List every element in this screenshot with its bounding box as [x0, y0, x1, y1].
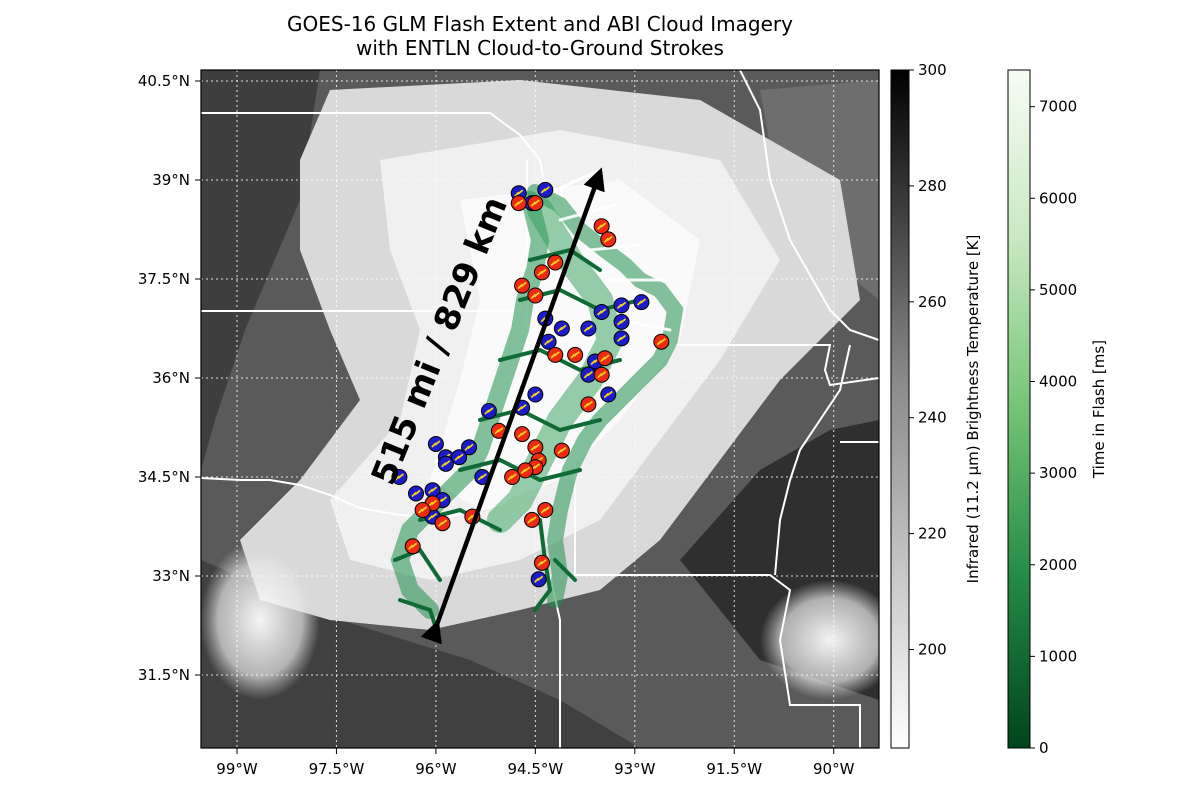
positive-stroke-marker	[404, 538, 421, 555]
negative-stroke-marker	[613, 330, 630, 347]
colorbar-tick-label: 3000	[1039, 464, 1077, 482]
colorbar-tick-label: 200	[918, 640, 947, 658]
colorbar-tick-label: 220	[918, 525, 947, 543]
lon-tick-label: 90°W	[813, 760, 855, 778]
positive-stroke-marker	[414, 502, 431, 518]
negative-stroke-marker	[613, 297, 630, 314]
positive-stroke-marker	[504, 469, 521, 485]
map-panel[interactable]: 515 mi / 829 km	[200, 70, 900, 748]
lon-tick-label: 99°W	[216, 760, 258, 778]
border-arkansas-louisiana	[574, 460, 861, 748]
map-frame	[200, 69, 880, 749]
negative-stroke-marker	[553, 320, 570, 337]
colorbar-tick-label: 240	[918, 409, 947, 427]
colorbar-tick-label: 280	[918, 177, 947, 195]
flash-colorbar	[1007, 69, 1031, 749]
colorbar-tick-label: 300	[918, 61, 947, 79]
positive-stroke-marker	[434, 515, 451, 532]
negative-stroke-marker	[580, 366, 597, 383]
figure-title: GOES-16 GLM Flash Extent and ABI Cloud I…	[200, 12, 880, 60]
colorbar-tick-label: 5000	[1039, 281, 1077, 299]
negative-stroke-marker	[613, 313, 630, 330]
negative-stroke-marker	[580, 320, 597, 337]
title-line-2: with ENTLN Cloud-to-Ground Strokes	[356, 36, 724, 60]
border-mississippi-river-north	[739, 70, 879, 341]
colorbar-tick-label: 6000	[1039, 189, 1077, 207]
positive-stroke-marker	[533, 554, 550, 571]
colorbar-tick-label: 260	[918, 293, 947, 311]
negative-stroke-marker	[600, 386, 617, 403]
negative-stroke-marker	[451, 449, 468, 466]
positive-stroke-marker	[553, 442, 570, 459]
positive-stroke-marker	[533, 264, 550, 281]
lat-tick-label: 36°N	[152, 369, 190, 387]
positive-stroke-marker	[600, 231, 617, 248]
positive-stroke-marker	[580, 396, 597, 413]
title-line-1: GOES-16 GLM Flash Extent and ABI Cloud I…	[287, 12, 793, 36]
negative-stroke-marker	[408, 485, 425, 502]
negative-stroke-marker	[537, 181, 554, 198]
ir-colorbar-ticks: 300 280 260 240 220 200	[909, 61, 947, 658]
ir-colorbar	[890, 69, 910, 749]
positive-stroke-marker	[567, 346, 584, 363]
positive-stroke-marker	[517, 462, 534, 479]
negative-stroke-marker	[530, 571, 547, 588]
positive-stroke-marker	[653, 333, 670, 350]
positive-stroke-marker	[514, 277, 531, 294]
positive-stroke-marker	[537, 502, 554, 518]
ir-colorbar-label: Infrared (11.2 µm) Brightness Temperatur…	[964, 235, 982, 584]
lat-tick-label: 31.5°N	[138, 666, 190, 684]
colorbar-tick-label: 0	[1039, 739, 1049, 757]
clear-sky-west	[201, 70, 320, 470]
lon-tick-label: 91.5°W	[706, 760, 762, 778]
cloud-southeast	[760, 580, 879, 700]
cloud-southwest	[201, 540, 320, 700]
border-missouri-arkansas	[670, 344, 879, 387]
positive-stroke-marker	[527, 287, 544, 304]
positive-stroke-marker	[527, 439, 544, 456]
lat-tick-label: 37.5°N	[138, 270, 190, 288]
positive-stroke-marker	[593, 218, 610, 235]
negative-stroke-marker	[427, 436, 444, 452]
positive-stroke-marker	[524, 511, 541, 528]
flash-colorbar-ticks: 7000 6000 5000 4000 3000 2000 1000 0	[1030, 98, 1077, 757]
latitude-axis: 40.5°N 39°N 37.5°N 36°N 34.5°N 33°N 31.5°N	[138, 72, 201, 684]
lon-tick-label: 93°W	[614, 760, 656, 778]
negative-stroke-marker	[480, 403, 497, 419]
negative-stroke-marker	[437, 455, 454, 472]
lon-tick-label: 96°W	[415, 760, 457, 778]
positive-stroke-marker	[547, 346, 564, 363]
positive-stroke-marker	[547, 254, 564, 271]
colorbar-tick-label: 7000	[1039, 98, 1077, 116]
colorbar-tick-label: 1000	[1039, 647, 1077, 665]
lat-tick-label: 34.5°N	[138, 468, 190, 486]
longitude-axis: 99°W 97.5°W 96°W 94.5°W 93°W 91.5°W 90°W	[216, 748, 855, 778]
border-mississippi-river-south	[774, 344, 851, 576]
positive-stroke-marker	[514, 426, 531, 443]
lat-tick-label: 40.5°N	[138, 72, 190, 90]
positive-stroke-marker	[527, 195, 544, 212]
distance-arrow	[420, 167, 605, 645]
negative-stroke-marker	[540, 333, 557, 350]
lon-tick-label: 97.5°W	[309, 760, 365, 778]
clear-sky-south	[201, 560, 640, 748]
negative-stroke-marker	[633, 294, 650, 311]
lat-tick-label: 33°N	[152, 567, 190, 585]
colorbar-tick-label: 2000	[1039, 556, 1077, 574]
lat-tick-label: 39°N	[152, 171, 190, 189]
lon-tick-label: 94.5°W	[507, 760, 563, 778]
negative-stroke-marker	[391, 469, 408, 485]
colorbar-tick-label: 4000	[1039, 373, 1077, 391]
negative-stroke-marker	[593, 304, 610, 320]
positive-stroke-marker	[596, 350, 613, 367]
positive-stroke-marker	[593, 366, 610, 383]
flash-colorbar-label: Time in Flash [ms]	[1090, 340, 1108, 479]
negative-stroke-marker	[527, 386, 544, 403]
